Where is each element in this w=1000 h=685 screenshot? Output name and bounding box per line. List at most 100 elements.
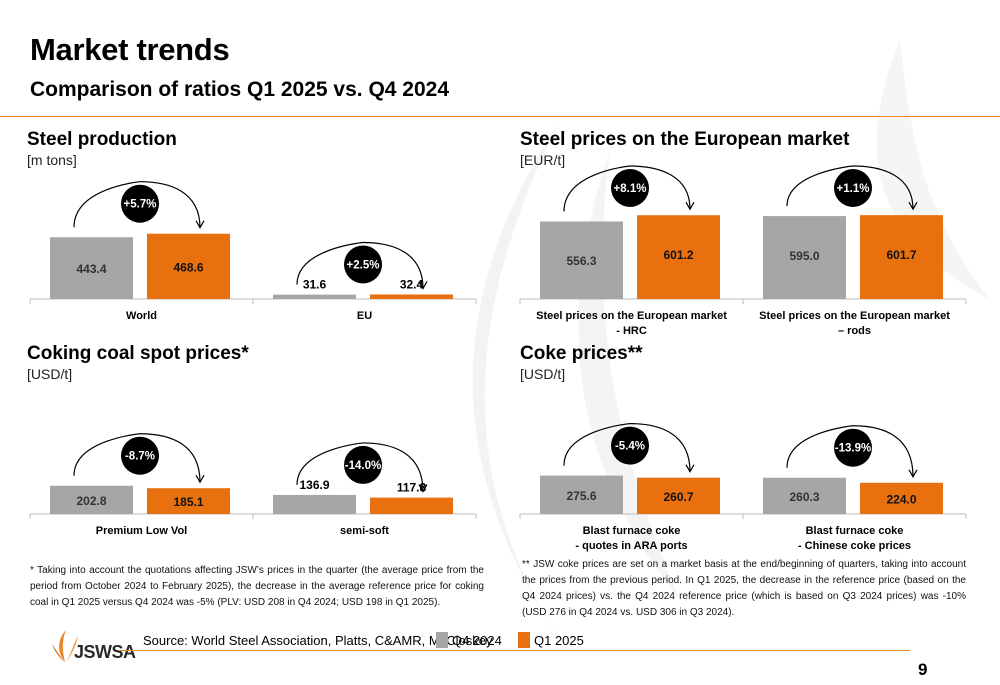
change-arrow-curve	[139, 181, 201, 228]
bar-q4	[540, 221, 623, 299]
bar-q1	[370, 497, 453, 514]
page-title: Market trends	[30, 32, 230, 67]
bar-q1	[637, 477, 720, 514]
bar-value-label: 202.8	[76, 494, 106, 508]
change-arrow-curve	[73, 181, 141, 228]
change-bubble	[834, 169, 872, 207]
bar-q4	[763, 216, 846, 299]
bar-value-label: 136.9	[299, 478, 329, 492]
bar-value-label: 260.3	[789, 490, 819, 504]
category-label: – rods	[838, 325, 871, 337]
category-label: Steel prices on the European market	[536, 310, 727, 322]
bar-q4	[50, 237, 133, 299]
bar-q4	[540, 475, 623, 514]
category-label: - Chinese coke prices	[798, 540, 911, 552]
change-arrow-head	[195, 474, 205, 484]
source-note: Source: World Steel Association, Platts,…	[143, 633, 493, 648]
coking-coal-unit: [USD/t]	[27, 366, 73, 382]
bar-value-label: 275.6	[566, 489, 596, 503]
category-label: EU	[357, 310, 372, 322]
steel-production-unit: [m tons]	[27, 152, 77, 168]
change-arrow-curve	[629, 422, 691, 472]
change-arrow-curve	[563, 165, 631, 212]
change-arrow-head	[418, 484, 428, 493]
bar-q4	[763, 477, 846, 514]
steel-production-chart: 443.4 468.6 +5.7% World 31.6 32.4 +2.5% EU	[29, 181, 477, 322]
coking-coal-chart: 202.8 185.1 -8.7% Premium Low Vol 136.9 117.8…	[29, 433, 477, 537]
change-arrow-curve	[852, 425, 914, 477]
bar-value-label: 601.2	[663, 248, 693, 262]
coke-prices-title: Coke prices**	[520, 343, 643, 364]
change-label: -13.9%	[835, 443, 871, 455]
change-label: +8.1%	[614, 183, 647, 195]
change-bubble	[344, 245, 382, 284]
bar-value-label: 117.8	[397, 481, 427, 495]
change-arrow-curve	[139, 433, 201, 483]
change-label: -14.0%	[345, 460, 381, 472]
page-subtitle: Comparison of ratios Q1 2025 vs. Q4 2024	[30, 78, 450, 101]
steel-production-title: Steel production	[27, 129, 177, 150]
change-arrow-curve	[73, 433, 141, 476]
category-label: Blast furnace coke	[806, 525, 904, 537]
change-label: +1.1%	[837, 183, 870, 195]
bar-value-label: 601.7	[886, 248, 916, 262]
coking-coal-title: Coking coal spot prices*	[27, 343, 249, 364]
change-arrow-curve	[563, 422, 631, 466]
legend-q1: Q1 2025	[518, 630, 584, 650]
change-bubble	[121, 184, 159, 223]
bar-value-label: 185.1	[173, 495, 203, 509]
bar-q4	[273, 494, 356, 514]
change-arrow-curve	[296, 442, 364, 485]
bar-value-label: 556.3	[566, 254, 596, 268]
bar-value-label: 260.7	[663, 490, 693, 504]
change-bubble	[344, 445, 382, 484]
category-label: Premium Low Vol	[96, 525, 187, 537]
category-label: - quotes in ARA ports	[575, 540, 687, 552]
header-divider	[0, 116, 1000, 117]
legend-swatch-q4	[436, 632, 448, 648]
change-arrow-head	[908, 469, 918, 478]
coke-prices-unit: [USD/t]	[520, 366, 566, 382]
bar-value-label: 31.6	[303, 278, 327, 292]
coke-prices-chart: 275.6 260.7 -5.4% Blast furnace coke - quote…	[519, 422, 967, 552]
legend-swatch-q1	[518, 632, 530, 648]
bar-value-label: 468.6	[173, 260, 203, 274]
bar-value-label: 224.0	[886, 492, 916, 506]
legend-label-q1: Q1 2025	[534, 632, 584, 648]
change-label: -8.7%	[125, 451, 155, 463]
page-number: 9	[918, 660, 928, 679]
footer-divider	[120, 650, 910, 651]
change-arrow-head	[685, 201, 695, 211]
logo-text: JSWSA	[74, 642, 136, 662]
change-arrow-head	[418, 281, 428, 290]
change-arrow-curve	[296, 241, 364, 285]
change-arrow-head	[195, 220, 205, 229]
steel-prices-unit: [EUR/t]	[520, 152, 566, 168]
footnote-coke: ** JSW coke prices are set on a market b…	[522, 559, 966, 618]
legend-q4: Q4 2024	[436, 630, 502, 650]
change-arrow-curve	[786, 425, 854, 468]
change-label: -5.4%	[615, 441, 645, 453]
bar-value-label: 595.0	[789, 249, 819, 263]
change-arrow-curve	[362, 241, 424, 289]
bar-q1	[370, 294, 453, 299]
change-bubble	[611, 169, 649, 207]
category-label: Steel prices on the European market	[759, 310, 950, 322]
change-bubble	[121, 436, 159, 475]
bar-q1	[637, 215, 720, 299]
change-arrow-curve	[629, 165, 691, 210]
change-bubble	[611, 426, 649, 465]
bar-q1	[860, 215, 943, 299]
bar-q4	[50, 485, 133, 514]
category-label: World	[126, 310, 157, 322]
bar-value-label: 32.4	[400, 277, 424, 291]
change-arrow-head	[908, 201, 918, 211]
change-arrow-curve	[362, 442, 424, 492]
category-label: - HRC	[616, 325, 647, 337]
footnote-coking-coal: * Taking into account the quotations aff…	[30, 565, 484, 608]
bar-q1	[147, 233, 230, 299]
bar-q1	[147, 488, 230, 514]
legend-label-q4: Q4 2024	[452, 632, 502, 648]
bar-q4	[273, 294, 356, 299]
bar-q1	[860, 482, 943, 514]
